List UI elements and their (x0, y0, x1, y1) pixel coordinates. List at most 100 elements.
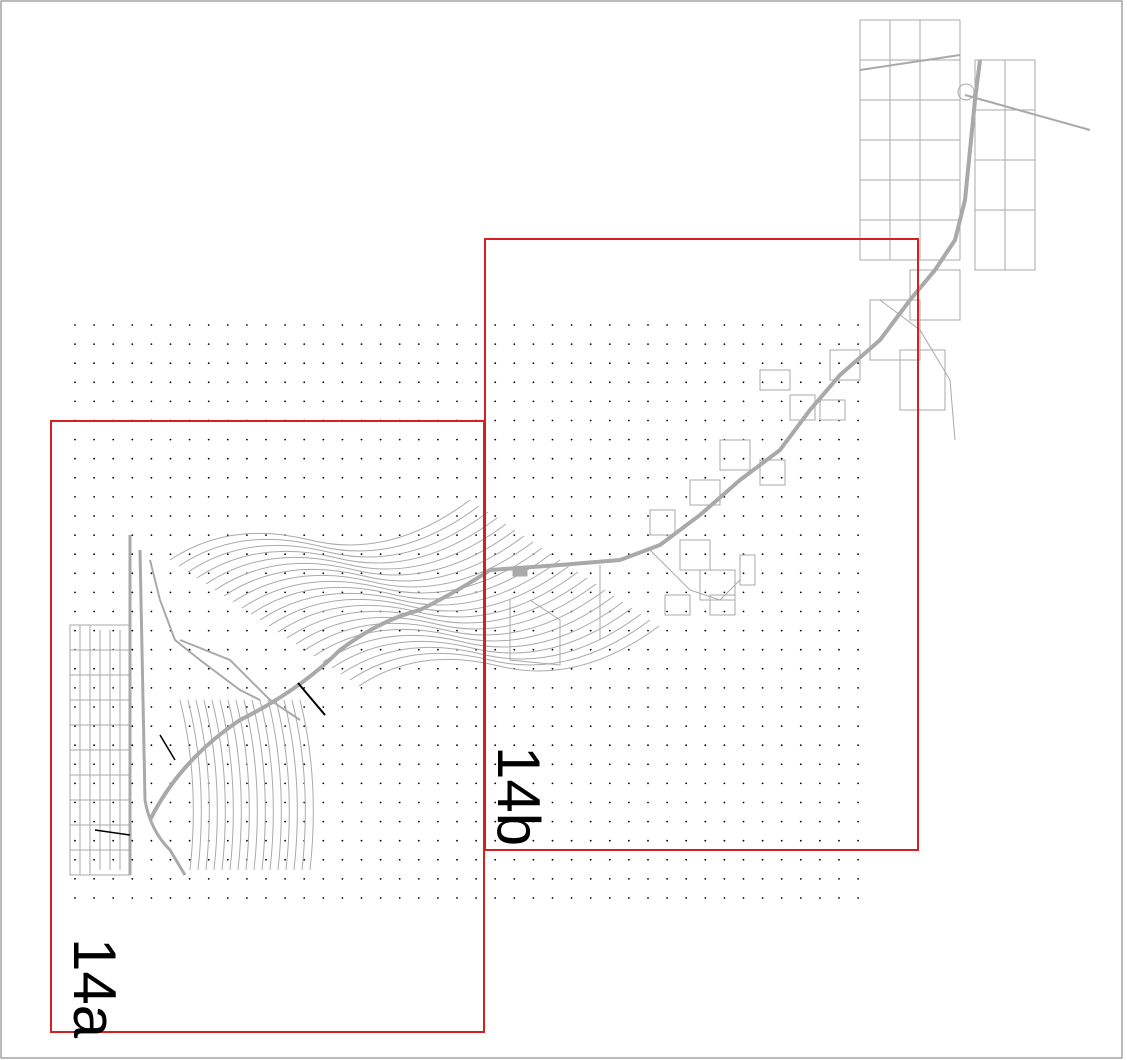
grid-point (666, 820, 668, 823)
grid-point (188, 878, 191, 880)
grid-point (799, 801, 802, 804)
grid-point (513, 897, 516, 899)
contour-line (227, 699, 242, 871)
grid-point (570, 878, 573, 880)
grid-point (780, 476, 783, 479)
grid-point (74, 782, 76, 785)
grid-point (799, 400, 802, 403)
grid-point (742, 400, 745, 403)
grid-point (188, 457, 191, 460)
grid-point (780, 744, 783, 747)
grid-point (417, 667, 420, 670)
grid-point (513, 610, 516, 613)
grid-point (322, 324, 325, 326)
grid-point (379, 476, 382, 479)
grid-point (265, 839, 267, 842)
contour-line (322, 601, 624, 663)
grid-point (819, 897, 821, 899)
grid-point (742, 362, 745, 365)
grid-point (360, 438, 363, 441)
grid-point (589, 572, 592, 575)
grid-point (838, 572, 840, 575)
grid-point (284, 572, 286, 575)
grid-point (819, 878, 821, 880)
grid-point (360, 381, 363, 384)
grid-point (838, 381, 840, 384)
grid-point (398, 839, 401, 842)
grid-point (265, 457, 267, 460)
grid-point (819, 839, 821, 842)
grid-point (819, 324, 821, 326)
grid-point (838, 553, 840, 556)
grid-point (608, 858, 611, 861)
grid-point (628, 343, 630, 345)
grid-point (93, 725, 95, 727)
grid-point (666, 457, 668, 460)
grid-point (112, 744, 115, 747)
contour-line (267, 699, 282, 871)
grid-point (494, 744, 497, 747)
grid-point (704, 610, 707, 613)
grid-point (704, 839, 707, 842)
grid-point (589, 878, 592, 880)
grid-point (589, 782, 592, 785)
grid-point (303, 324, 306, 326)
grid-point (780, 324, 783, 326)
grid-point (780, 496, 783, 498)
grid-point (551, 591, 554, 594)
grid-point (704, 496, 707, 498)
grid-point (246, 457, 248, 460)
grid-point (475, 362, 477, 365)
grid-point (551, 687, 554, 689)
grid-point (857, 381, 859, 384)
grid-point (647, 648, 649, 651)
grid-point (589, 687, 592, 689)
grid-point (589, 820, 592, 823)
grid-point (666, 381, 668, 384)
grid-point (246, 648, 248, 651)
grid-point (780, 457, 783, 460)
grid-point (322, 687, 325, 689)
grid-point (93, 610, 95, 613)
grid-point (417, 362, 420, 365)
grid-point (857, 515, 859, 517)
grid-point (780, 419, 783, 422)
grid-point (341, 438, 344, 441)
grid-point (303, 362, 306, 365)
grid-point (475, 343, 477, 345)
grid-point (169, 591, 172, 594)
contour-line (349, 619, 651, 681)
grid-point (284, 782, 286, 785)
grid-point (188, 496, 191, 498)
grid-point (226, 324, 229, 326)
grid-point (475, 400, 477, 403)
grid-point (628, 725, 630, 727)
grid-point (723, 763, 726, 766)
grid-point (169, 381, 172, 384)
grid-point (246, 553, 248, 556)
grid-point (379, 897, 382, 899)
grid-point (608, 400, 611, 403)
grid-point (723, 725, 726, 727)
grid-point (437, 744, 439, 747)
grid-point (437, 706, 439, 708)
grid-point (685, 687, 688, 689)
grid-point (207, 324, 210, 326)
grid-point (150, 381, 153, 384)
grid-point (226, 438, 229, 441)
grid-point (207, 706, 210, 708)
grid-point (437, 667, 439, 670)
grid-point (723, 706, 726, 708)
grid-point (207, 591, 210, 594)
grid-point (570, 629, 573, 632)
grid-point (570, 476, 573, 479)
grid-point (74, 839, 76, 842)
grid-point (608, 534, 611, 536)
grid-point (398, 763, 401, 766)
grid-point (532, 381, 535, 384)
grid-point (360, 687, 363, 689)
grid-point (303, 400, 306, 403)
grid-point (475, 438, 477, 441)
grid-point (532, 744, 535, 747)
grid-point (456, 763, 458, 766)
